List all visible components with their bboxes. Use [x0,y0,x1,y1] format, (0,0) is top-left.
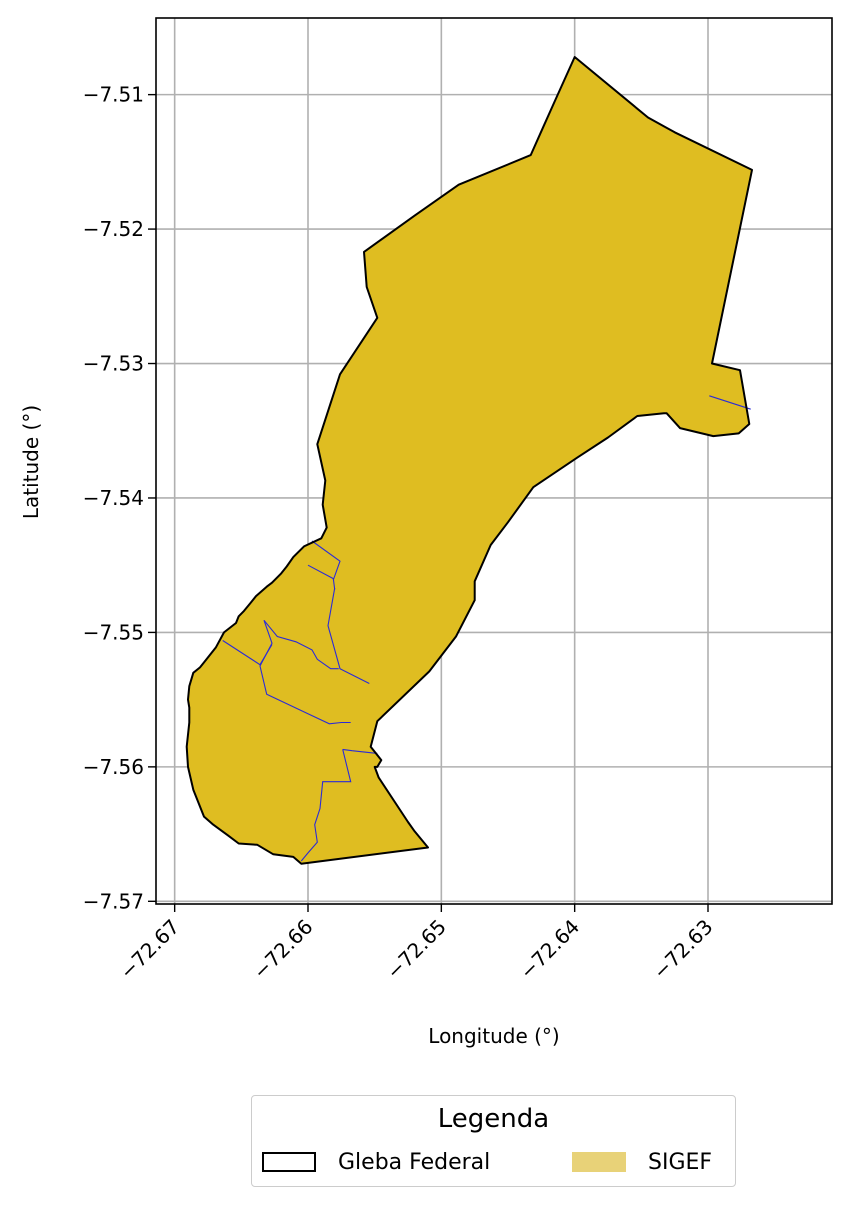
legend-swatch-sigef [572,1152,626,1172]
legend: Legenda Gleba Federal SIGEF [251,1095,736,1187]
x-tick-label: −72.65 [382,915,451,984]
y-tick-label: −7.55 [83,620,144,644]
x-axis-label: Longitude (°) [428,1024,559,1048]
x-tick-label: −72.66 [248,915,317,984]
y-tick-label: −7.53 [83,352,144,376]
legend-item-gleba-federal: Gleba Federal [262,1148,490,1176]
sigef-parcel-boundary [311,540,341,581]
sigef-parcel-boundary [259,620,351,725]
gleba-federal-boundary [185,56,753,865]
plot-frame [155,17,833,905]
legend-swatch-gleba-federal [262,1152,316,1172]
legend-title: Legenda [437,1104,550,1134]
y-axis-label: Latitude (°) [19,405,43,519]
legend-label-sigef: SIGEF [648,1149,713,1175]
sigef-parcel-boundary [342,748,378,754]
x-tick-label: −72.63 [648,915,717,984]
y-tick-label: −7.51 [83,83,144,107]
sigef-parcel-boundary [263,619,339,670]
sigef-parcel-boundary [327,588,370,684]
sigef-area [186,57,752,864]
y-tick-label: −7.56 [83,755,144,779]
x-tick-label: −72.64 [515,915,584,984]
map-geometry [185,56,753,865]
sigef-parcel-boundary [300,749,352,862]
legend-label-gleba-federal: Gleba Federal [338,1149,491,1175]
sigef-parcel-boundary [709,395,751,410]
y-tick-label: −7.57 [83,889,144,913]
y-tick-label: −7.52 [83,217,144,241]
legend-item-sigef: SIGEF [572,1148,712,1176]
x-tick-label: −72.67 [115,915,184,984]
y-tick-label: −7.54 [83,486,144,510]
